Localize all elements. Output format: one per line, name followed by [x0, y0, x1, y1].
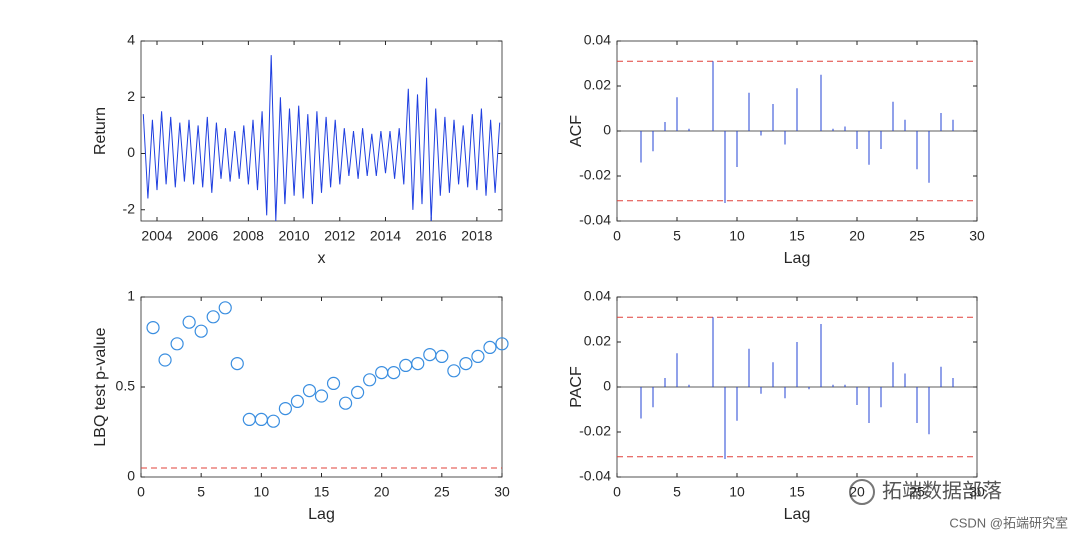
x-tick-label: 15	[789, 228, 805, 244]
x-tick-label: 30	[969, 228, 985, 244]
axes-box	[140, 40, 503, 222]
y-tick-label: 0.04	[584, 32, 611, 48]
x-tick-label: 2018	[461, 228, 492, 244]
point	[146, 321, 160, 335]
point	[290, 394, 305, 408]
axes-box	[140, 296, 503, 478]
point	[471, 349, 485, 363]
point	[158, 353, 172, 367]
point	[170, 337, 184, 351]
y-tick-label: 0.02	[584, 77, 611, 93]
point	[387, 366, 401, 380]
point	[182, 315, 196, 329]
y-axis-label: ACF	[568, 115, 585, 147]
point	[435, 349, 449, 363]
point	[206, 310, 220, 324]
x-tick-label: 2006	[187, 228, 218, 244]
point	[363, 373, 377, 387]
x-tick-label: 10	[254, 484, 270, 500]
y-tick-label: 0	[603, 122, 611, 138]
watermark-logo: 拓端数据部落	[882, 479, 1002, 502]
x-tick-label: 20	[374, 484, 390, 500]
point	[495, 337, 509, 351]
y-tick-label: -0.02	[579, 423, 611, 439]
y-tick-label: -0.04	[579, 468, 611, 484]
y-tick-label: 2	[127, 88, 135, 104]
point	[459, 357, 473, 371]
x-tick-label: 2004	[141, 228, 172, 244]
y-tick-label: 0.5	[116, 378, 136, 394]
y-tick-label: 0	[127, 144, 135, 160]
point	[302, 384, 317, 398]
x-axis-label: Lag	[784, 250, 811, 267]
x-tick-label: 0	[137, 484, 145, 500]
point	[194, 324, 208, 338]
point	[411, 357, 425, 371]
y-tick-label: 1	[127, 288, 135, 304]
y-tick-label: -2	[123, 200, 136, 216]
y-axis-label: Return	[92, 107, 109, 155]
watermark-icon	[849, 479, 875, 505]
x-tick-label: 5	[673, 484, 681, 500]
point	[218, 301, 232, 315]
y-tick-label: 4	[127, 32, 135, 48]
x-tick-label: 25	[434, 484, 450, 500]
x-axis-label: Lag	[308, 506, 335, 523]
x-tick-label: 2016	[416, 228, 447, 244]
point	[326, 376, 341, 390]
x-tick-label: 10	[729, 228, 745, 244]
y-tick-label: -0.04	[579, 212, 611, 228]
y-axis-label: PACF	[568, 366, 585, 408]
watermark-credit: CSDN @拓端研究室	[949, 515, 1068, 530]
x-tick-label: 15	[789, 484, 805, 500]
x-tick-label: 25	[909, 228, 925, 244]
x-tick-label: 2014	[370, 228, 401, 244]
point	[314, 389, 329, 403]
y-tick-label: -0.02	[579, 167, 611, 183]
x-tick-label: 30	[494, 484, 510, 500]
x-tick-label: 20	[849, 484, 865, 500]
y-tick-label: 0	[603, 378, 611, 394]
x-tick-label: 25	[909, 484, 925, 500]
y-axis-label: LBQ test p-value	[92, 327, 109, 446]
x-tick-label: 0	[613, 484, 621, 500]
x-tick-label: 2010	[279, 228, 310, 244]
x-tick-label: 2008	[233, 228, 264, 244]
return-line	[142, 55, 501, 222]
y-tick-label: 0	[127, 468, 135, 484]
point	[266, 414, 280, 428]
x-tick-label: 15	[314, 484, 330, 500]
point	[483, 340, 497, 354]
point	[338, 396, 353, 410]
x-tick-label: 5	[197, 484, 205, 500]
y-tick-label: 0.04	[584, 288, 611, 304]
point	[230, 357, 244, 371]
x-tick-label: 0	[613, 228, 621, 244]
point	[447, 364, 461, 378]
x-tick-label: 2012	[324, 228, 355, 244]
x-tick-label: 5	[673, 228, 681, 244]
point	[278, 402, 292, 416]
point	[351, 385, 365, 399]
x-axis-label: Lag	[784, 506, 811, 523]
x-tick-label: 20	[849, 228, 865, 244]
x-axis-label: x	[318, 250, 326, 267]
y-tick-label: 0.02	[584, 333, 611, 349]
x-tick-label: 30	[969, 484, 985, 500]
x-tick-label: 10	[729, 484, 745, 500]
